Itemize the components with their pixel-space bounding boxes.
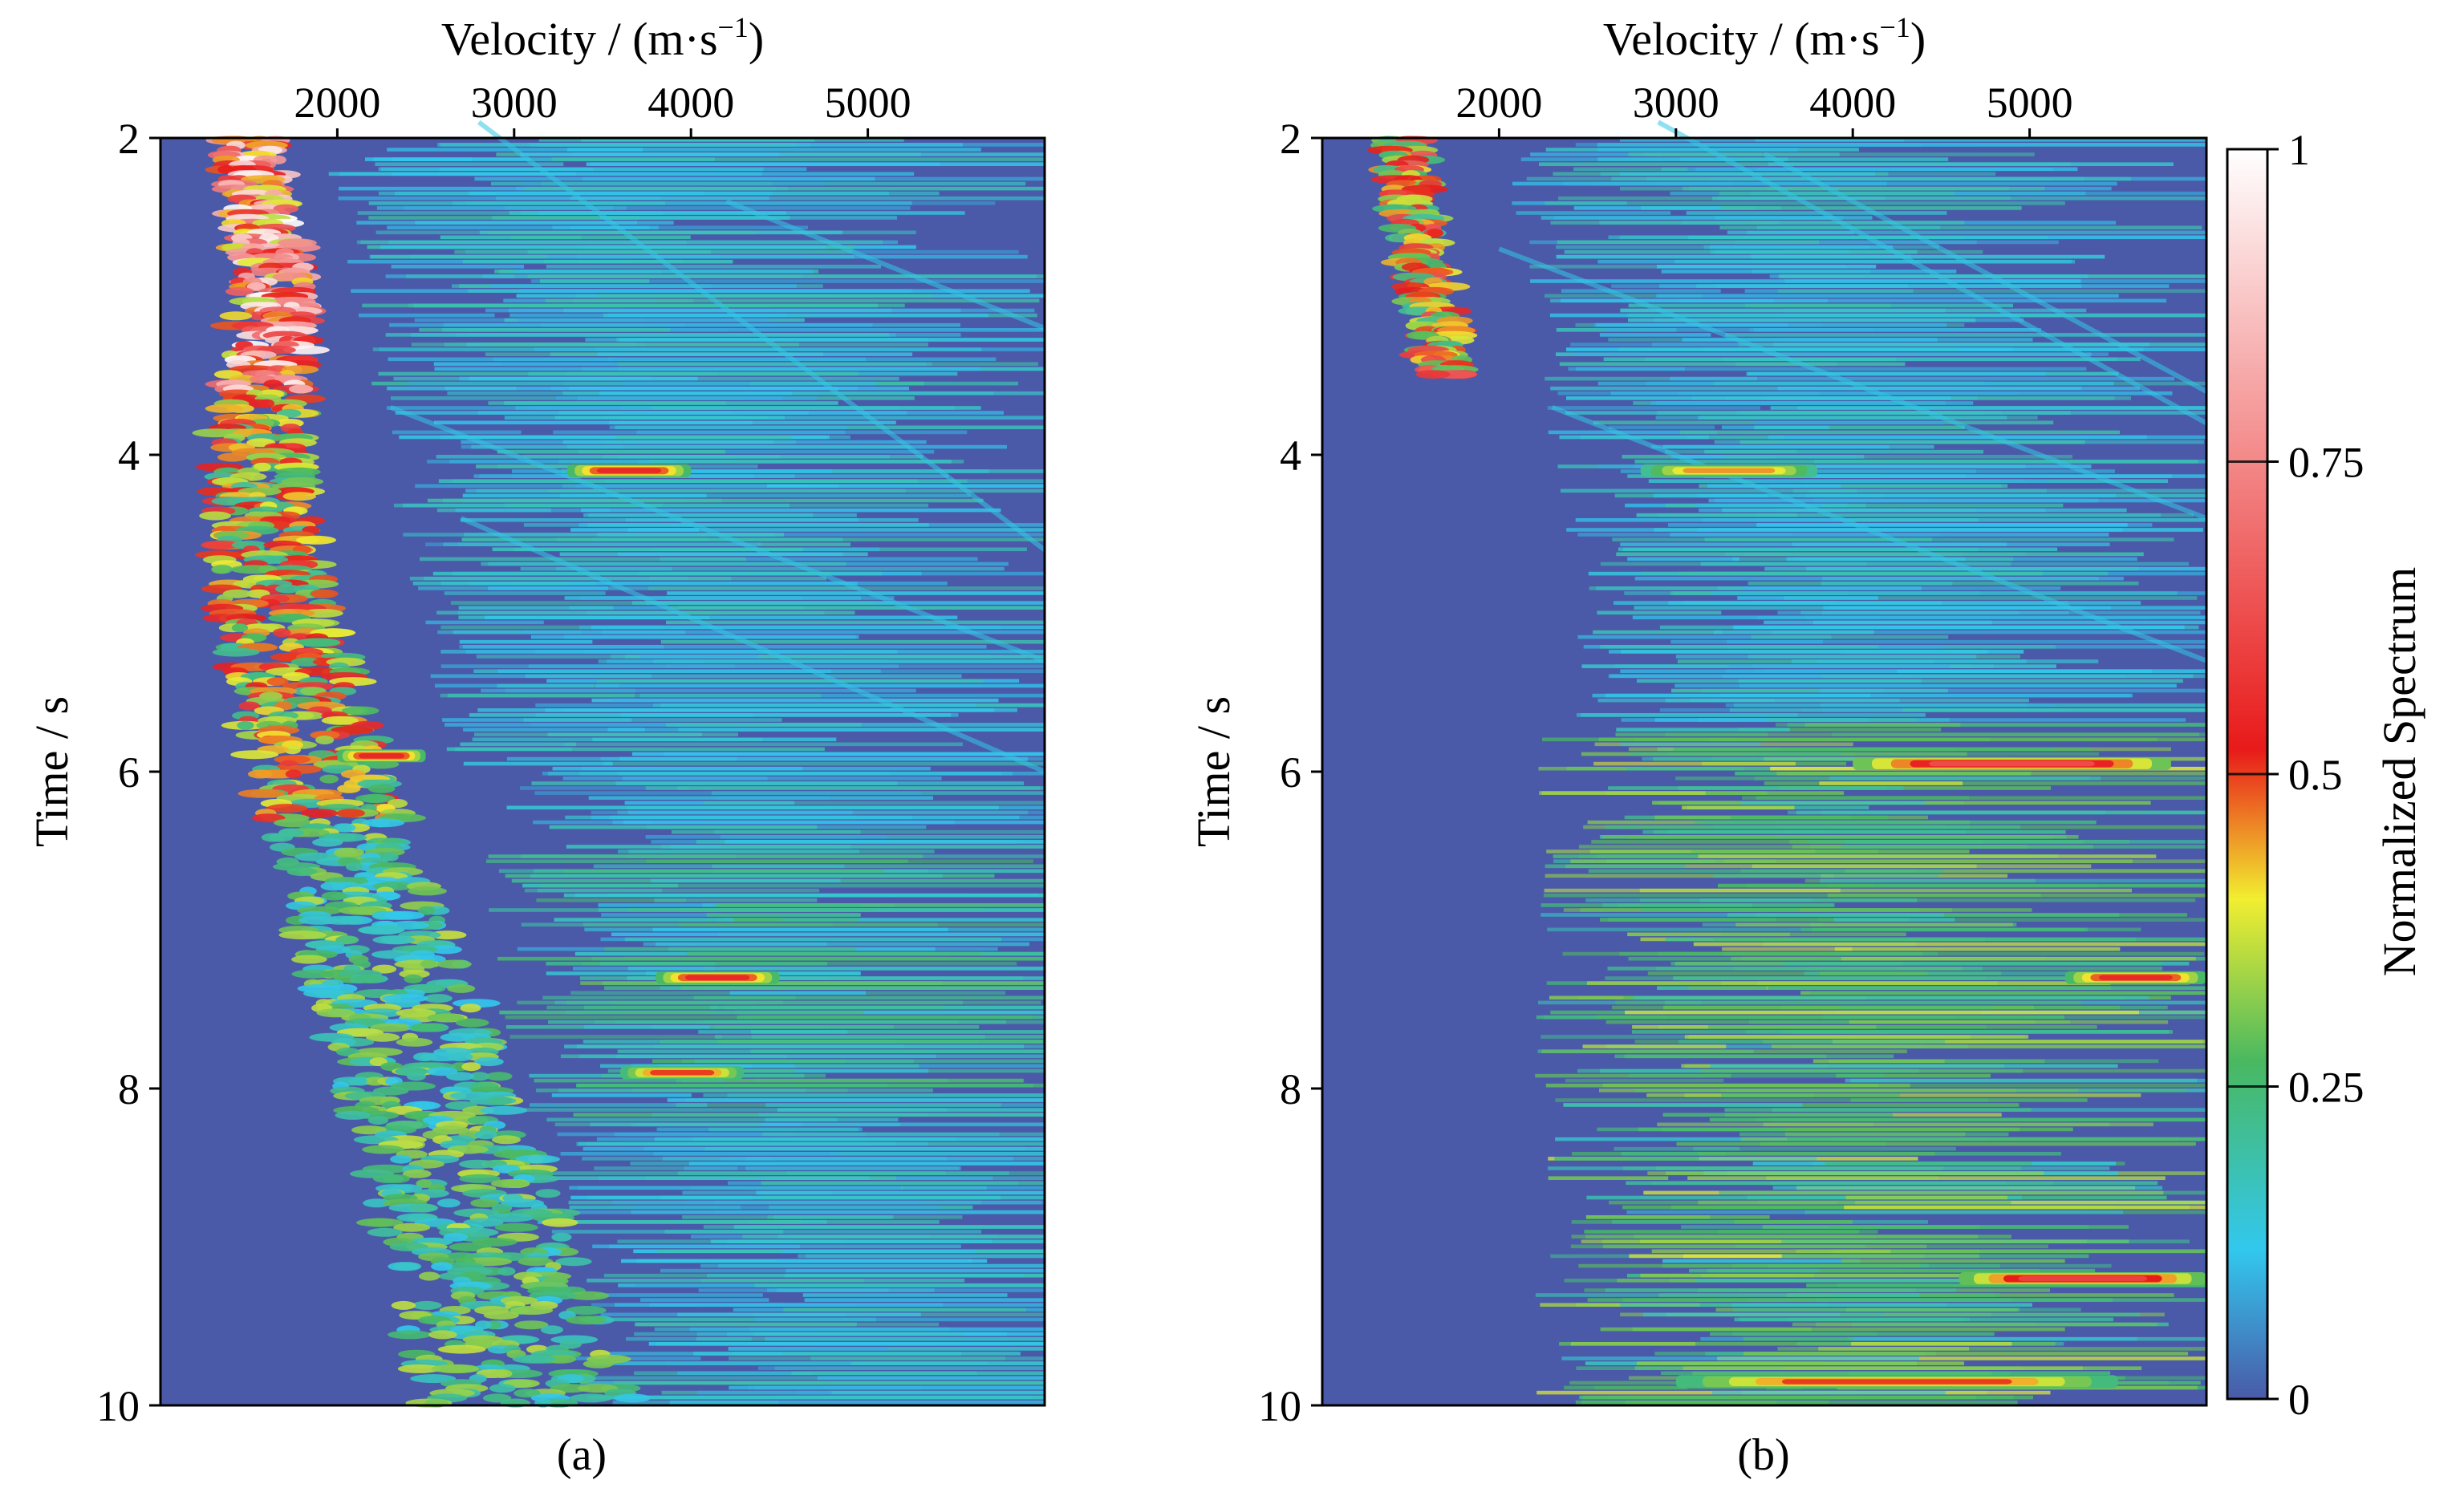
x-ticks-a: 2000 3000 4000 5000 [294,79,911,138]
colorbar-ticks: 0 0.25 0.5 0.75 1 [2227,126,2365,1424]
colorbar-tick-label: 0.75 [2288,439,2365,487]
x-axis-label-b: Velocity / (m·s−1) [1603,11,1926,65]
panel-label-b: (b) [1737,1430,1789,1480]
x-tick-label: 5000 [825,79,911,127]
y-tick-label: 8 [1280,1065,1301,1113]
x-tick-label: 2000 [1455,79,1542,127]
panel-label-a: (a) [557,1430,607,1480]
y-ticks-a: 2 4 6 8 10 [96,115,160,1430]
y-axis-label-b: Time / s [1187,696,1240,847]
colorbar-tick-label: 0 [2288,1376,2310,1424]
x-tick-label: 4000 [1809,79,1896,127]
x-tick-label: 3000 [1633,79,1719,127]
x-tick-label: 2000 [294,79,380,127]
panel-a: 2000 3000 4000 5000 2 4 6 8 10 Velocity / (m·s−… [26,11,1046,1480]
y-tick-label: 4 [118,432,140,480]
colorbar: 0 0.25 0.5 0.75 1 Normalized Spectrum [2226,126,2425,1424]
x-tick-label: 3000 [471,79,558,127]
y-tick-label: 10 [96,1382,140,1430]
x-tick-label: 4000 [647,79,734,127]
colorbar-label: Normalized Spectrum [2373,567,2425,977]
x-axis-label-a: Velocity / (m·s−1) [441,11,764,65]
colorbar-tick-label: 0.5 [2288,751,2343,799]
y-tick-label: 6 [118,748,140,797]
x-ticks-b: 2000 3000 4000 5000 [1455,79,2073,138]
heatmap-a [160,120,1046,1408]
y-tick-label: 10 [1258,1382,1301,1430]
panel-b: 2000 3000 4000 5000 2 4 6 8 10 Velocity / (m·s−… [1187,11,2208,1480]
y-tick-label: 8 [118,1065,140,1113]
y-tick-label: 2 [1280,115,1301,163]
x-tick-label: 5000 [1987,79,2073,127]
colorbar-tick-label: 0.25 [2288,1064,2365,1112]
y-tick-label: 2 [118,115,140,163]
heatmap-b [1322,120,2208,1405]
y-tick-label: 4 [1280,432,1301,480]
y-tick-label: 6 [1280,748,1301,797]
y-ticks-b: 2 4 6 8 10 [1258,115,1322,1430]
colorbar-tick-label: 1 [2288,126,2310,174]
y-axis-label-a: Time / s [26,696,78,847]
